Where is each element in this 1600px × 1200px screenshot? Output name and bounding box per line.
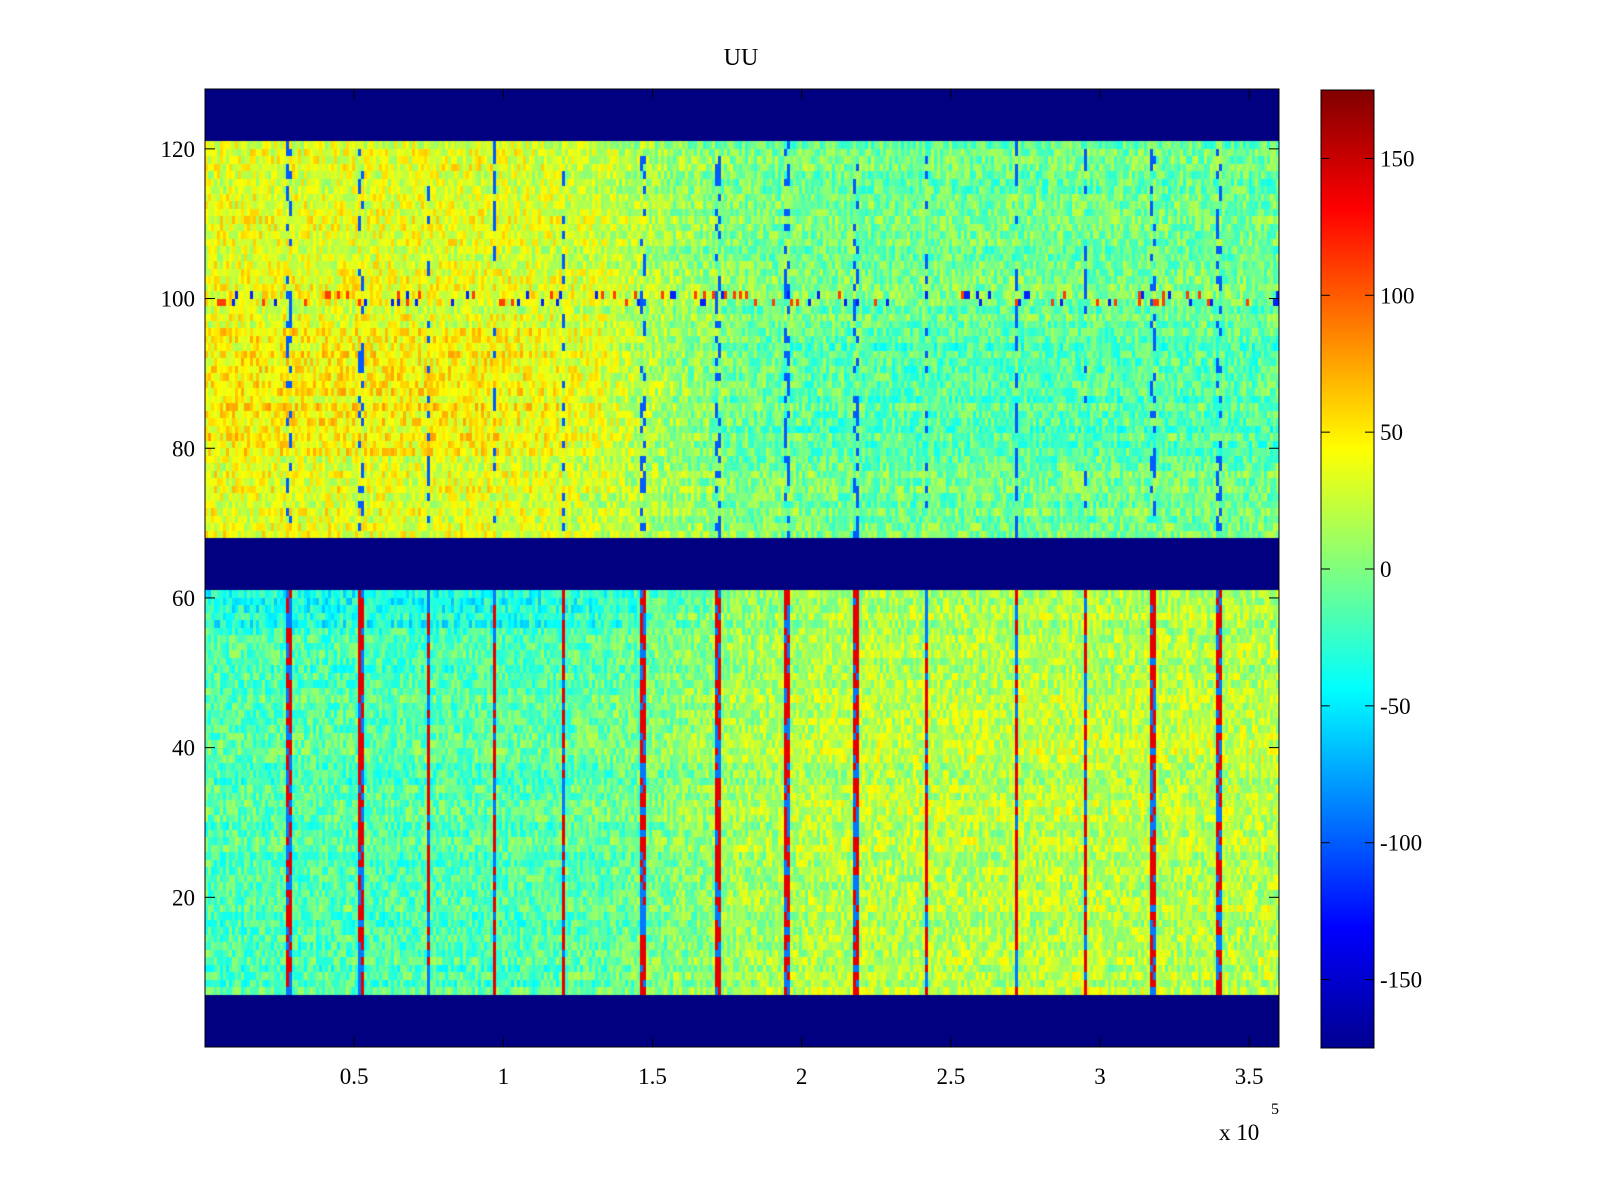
colorbar-tick-label: 100	[1380, 283, 1415, 308]
y-tick-label: 80	[172, 436, 195, 461]
heatmap-plot-area	[204, 88, 1280, 1048]
y-tick-label: 20	[172, 885, 195, 910]
x-tick-label: 3.5	[1235, 1064, 1264, 1089]
y-tick-label: 120	[161, 137, 196, 162]
colorbar-tick-label: -50	[1380, 694, 1411, 719]
x-axis: 0.5 1 1.5 2 2.5 3 3.5	[340, 89, 1264, 1089]
x-tick-label: 0.5	[340, 1064, 369, 1089]
y-tick-label: 100	[161, 287, 196, 312]
x-tick-label: 3	[1094, 1064, 1106, 1089]
colorbar-tick-label: 50	[1380, 420, 1403, 445]
colorbar-ticks: 150 100 50 0 -50 -100 -150	[1321, 146, 1422, 993]
colorbar-tick-label: -100	[1380, 831, 1422, 856]
x-multiplier-exponent: 5	[1271, 1101, 1279, 1118]
y-tick-label: 60	[172, 586, 195, 611]
colorbar: 150 100 50 0 -50 -100 -150	[1320, 89, 1422, 1049]
plot-frame	[204, 88, 1280, 1048]
x-tick-label: 1	[498, 1064, 510, 1089]
colorbar-tick-label: 150	[1380, 146, 1415, 171]
x-multiplier-label: x 10	[1219, 1120, 1259, 1145]
y-axis: 20 40 60 80 100 120	[161, 137, 1279, 910]
x-tick-label: 2	[796, 1064, 808, 1089]
heatmap-image-container	[205, 89, 1279, 1047]
y-tick-label: 40	[172, 736, 195, 761]
colorbar-tick-label: -150	[1380, 968, 1422, 993]
colorbar-tick-label: 0	[1380, 557, 1392, 582]
x-tick-label: 1.5	[638, 1064, 667, 1089]
chart-title: UU	[724, 45, 759, 71]
heatmap-image	[205, 89, 1279, 1047]
x-tick-label: 2.5	[936, 1064, 965, 1089]
